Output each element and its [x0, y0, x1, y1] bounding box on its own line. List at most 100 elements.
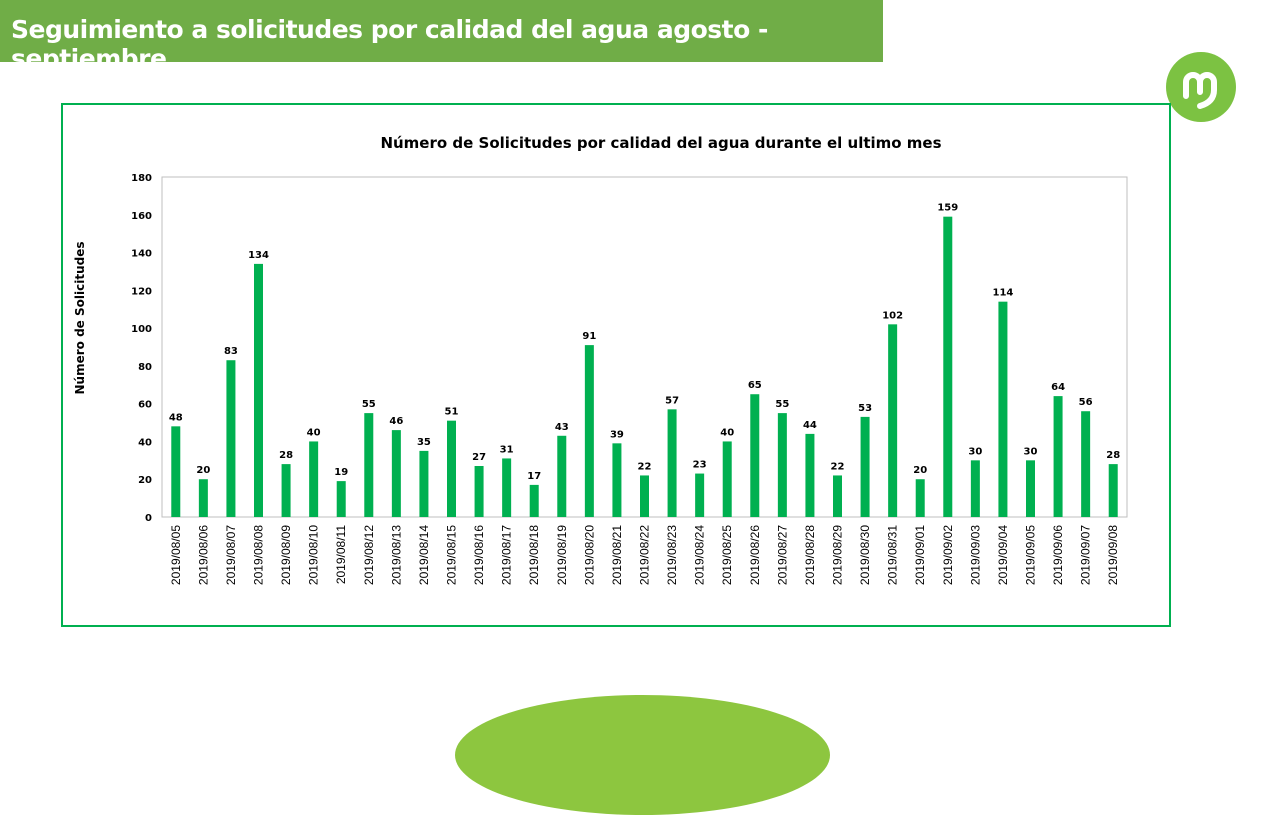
- data-label: 46: [389, 416, 403, 427]
- bar: [557, 435, 567, 517]
- bar-chart: Número de Solicitudes por calidad del ag…: [73, 134, 1128, 585]
- data-label: 30: [1024, 446, 1038, 457]
- x-tick-label: 2019/09/07: [1079, 525, 1093, 585]
- data-label: 43: [555, 422, 569, 433]
- x-tick-label: 2019/09/04: [996, 525, 1010, 585]
- data-label: 55: [775, 399, 789, 410]
- data-label: 27: [472, 452, 486, 463]
- bar: [226, 360, 236, 517]
- bar: [364, 413, 374, 517]
- x-tick-label: 2019/08/30: [858, 525, 872, 585]
- bar: [640, 475, 649, 517]
- x-tick-label: 2019/08/18: [527, 525, 541, 585]
- y-tick-label: 120: [131, 286, 152, 297]
- chart-title: Número de Solicitudes por calidad del ag…: [380, 134, 941, 152]
- x-tick-label: 2019/08/27: [775, 525, 789, 585]
- y-tick-label: 40: [138, 437, 152, 448]
- data-label: 22: [638, 461, 652, 472]
- data-label: 28: [279, 450, 293, 461]
- bar: [695, 473, 705, 517]
- bar: [281, 464, 291, 517]
- bar: [198, 479, 208, 517]
- bar: [171, 426, 181, 517]
- x-tick-label: 2019/08/13: [389, 525, 403, 585]
- bar: [1108, 464, 1118, 517]
- x-tick-label: 2019/08/07: [224, 525, 238, 585]
- bar: [584, 345, 594, 517]
- x-tick-label: 2019/08/15: [445, 525, 459, 585]
- data-label: 31: [500, 444, 514, 455]
- x-tick-label: 2019/09/01: [913, 525, 927, 585]
- x-tick-label: 2019/08/14: [417, 525, 431, 585]
- x-tick-label: 2019/08/29: [831, 525, 845, 585]
- brand-logo: [1166, 52, 1236, 122]
- x-tick-label: 2019/08/09: [279, 525, 293, 585]
- bar: [474, 466, 484, 517]
- x-tick-label: 2019/08/19: [555, 525, 569, 585]
- bar: [309, 441, 319, 517]
- bar: [529, 484, 539, 517]
- data-label: 22: [831, 461, 845, 472]
- slide-title: Seguimiento a solicitudes por calidad de…: [11, 15, 768, 73]
- x-tick-label: 2019/08/10: [307, 525, 321, 585]
- data-label: 23: [693, 460, 707, 471]
- data-label: 56: [1079, 397, 1093, 408]
- bar: [502, 458, 512, 517]
- x-tick-label: 2019/08/20: [582, 525, 596, 585]
- data-label: 17: [527, 471, 541, 482]
- x-tick-label: 2019/08/08: [252, 525, 266, 585]
- x-tick-label: 2019/08/16: [472, 525, 486, 585]
- x-tick-label: 2019/08/28: [803, 525, 817, 585]
- bar: [391, 430, 401, 517]
- data-label: 159: [937, 203, 958, 214]
- bar: [805, 433, 815, 517]
- data-label: 20: [913, 465, 927, 476]
- data-label: 40: [720, 427, 734, 438]
- bar: [833, 475, 842, 517]
- data-label: 102: [882, 310, 903, 321]
- x-tick-label: 2019/08/25: [720, 525, 734, 585]
- data-label: 20: [196, 465, 210, 476]
- bar: [722, 441, 732, 517]
- data-label: 39: [610, 429, 624, 440]
- bar: [998, 301, 1008, 517]
- data-label: 44: [803, 420, 817, 431]
- data-label: 30: [968, 446, 982, 457]
- data-label: 51: [445, 407, 459, 418]
- data-label: 83: [224, 346, 238, 357]
- logo-m-icon: [1183, 72, 1217, 109]
- x-tick-label: 2019/08/12: [362, 525, 376, 585]
- bar: [1053, 396, 1063, 517]
- data-label: 40: [307, 427, 321, 438]
- y-axis-label: Número de Solicitudes: [73, 242, 87, 395]
- x-tick-label: 2019/09/03: [968, 525, 982, 585]
- x-tick-label: 2019/09/08: [1106, 525, 1120, 585]
- x-tick-label: 2019/08/31: [886, 525, 900, 585]
- data-label: 65: [748, 380, 762, 391]
- bar: [777, 413, 787, 517]
- x-tick-label: 2019/09/06: [1051, 525, 1065, 585]
- bar: [1026, 460, 1035, 517]
- y-tick-label: 60: [138, 400, 152, 411]
- bar: [1081, 411, 1091, 517]
- bar: [943, 216, 953, 517]
- data-label: 53: [858, 403, 872, 414]
- x-tick-label: 2019/08/22: [638, 525, 652, 585]
- data-label: 28: [1106, 450, 1120, 461]
- bar: [860, 416, 870, 517]
- title-banner: Seguimiento a solicitudes por calidad de…: [0, 0, 883, 73]
- data-label: 57: [665, 395, 679, 406]
- bar: [970, 460, 980, 517]
- x-tick-label: 2019/08/26: [748, 525, 762, 585]
- bar: [750, 394, 760, 517]
- bar: [419, 450, 429, 517]
- data-label: 35: [417, 437, 431, 448]
- bar: [447, 420, 456, 517]
- bar: [254, 263, 263, 517]
- data-label: 91: [582, 331, 596, 342]
- bar: [915, 479, 925, 517]
- x-tick-label: 2019/09/02: [941, 525, 955, 585]
- bar: [888, 324, 898, 517]
- y-tick-label: 180: [131, 173, 152, 184]
- data-label: 19: [334, 467, 348, 478]
